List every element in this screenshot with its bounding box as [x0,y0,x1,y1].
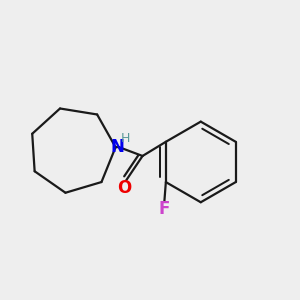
Text: F: F [159,200,170,218]
Text: H: H [121,132,130,145]
Text: O: O [118,179,132,197]
Text: N: N [111,138,125,156]
